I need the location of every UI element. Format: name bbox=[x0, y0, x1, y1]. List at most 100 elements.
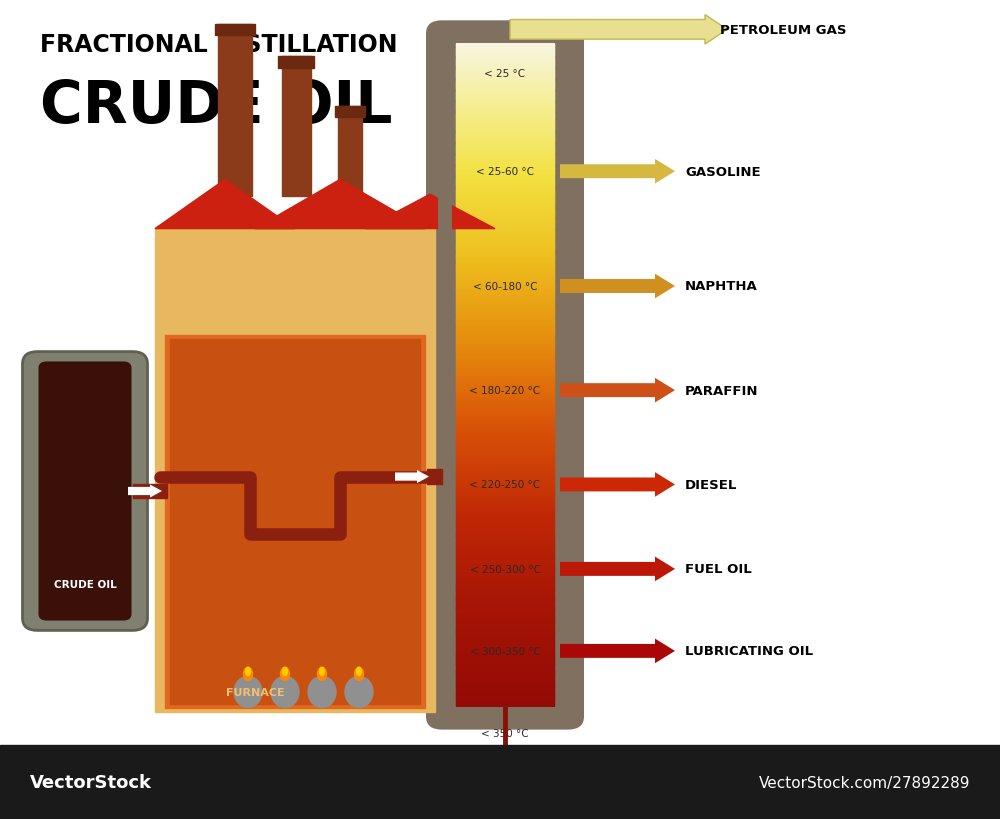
Bar bbox=[456, 152, 554, 156]
Bar bbox=[456, 692, 554, 695]
Bar bbox=[456, 676, 554, 680]
Bar bbox=[456, 546, 554, 550]
Bar bbox=[456, 57, 554, 61]
Text: DIESEL: DIESEL bbox=[685, 478, 737, 491]
Bar bbox=[456, 657, 554, 660]
Bar bbox=[456, 168, 554, 170]
Bar bbox=[456, 489, 554, 492]
Bar bbox=[456, 701, 554, 704]
Bar bbox=[456, 487, 554, 490]
Bar bbox=[456, 687, 554, 690]
Bar bbox=[456, 562, 554, 565]
FancyArrow shape bbox=[560, 274, 675, 299]
Bar bbox=[456, 315, 554, 319]
Bar bbox=[456, 115, 554, 118]
Bar bbox=[456, 154, 554, 157]
Bar bbox=[456, 219, 554, 221]
Bar bbox=[456, 205, 554, 208]
Bar bbox=[456, 511, 554, 514]
Bar bbox=[456, 355, 554, 358]
Bar bbox=[456, 368, 554, 371]
Bar bbox=[456, 600, 554, 603]
Bar bbox=[456, 683, 554, 686]
Bar bbox=[456, 300, 554, 303]
Bar bbox=[338, 106, 362, 213]
Bar bbox=[456, 405, 554, 409]
Bar bbox=[456, 520, 554, 523]
Bar bbox=[170, 340, 420, 704]
Bar bbox=[456, 507, 554, 510]
Bar bbox=[456, 207, 554, 210]
Bar bbox=[456, 667, 554, 671]
Bar bbox=[456, 527, 554, 530]
Bar bbox=[456, 555, 554, 559]
Text: < 250-300 °C: < 250-300 °C bbox=[470, 564, 540, 574]
Text: VectorStock: VectorStock bbox=[30, 773, 152, 791]
FancyArrow shape bbox=[395, 470, 429, 483]
Bar bbox=[456, 198, 554, 201]
Ellipse shape bbox=[280, 667, 290, 681]
Bar bbox=[456, 423, 554, 426]
Bar bbox=[456, 617, 554, 620]
Bar bbox=[456, 382, 554, 384]
Bar bbox=[155, 229, 435, 713]
Bar bbox=[456, 126, 554, 129]
Bar bbox=[456, 192, 554, 195]
Bar bbox=[456, 452, 554, 455]
Bar bbox=[456, 361, 554, 364]
Ellipse shape bbox=[246, 667, 250, 676]
Bar bbox=[0, 745, 1000, 819]
Bar bbox=[456, 344, 554, 347]
Bar bbox=[456, 278, 554, 281]
Bar bbox=[456, 568, 554, 572]
Bar bbox=[456, 75, 554, 78]
Bar bbox=[456, 137, 554, 140]
Bar bbox=[456, 232, 554, 234]
Bar bbox=[456, 505, 554, 508]
Bar bbox=[456, 654, 554, 658]
Bar bbox=[456, 306, 554, 310]
Bar bbox=[456, 481, 554, 483]
Bar bbox=[456, 262, 554, 265]
Bar bbox=[456, 297, 554, 301]
Bar bbox=[456, 104, 554, 106]
Bar bbox=[456, 337, 554, 340]
Bar bbox=[456, 251, 554, 255]
Bar bbox=[456, 364, 554, 367]
Bar bbox=[456, 111, 554, 113]
Bar bbox=[456, 265, 554, 268]
Bar bbox=[456, 342, 554, 345]
Bar bbox=[427, 469, 442, 484]
FancyArrow shape bbox=[128, 485, 162, 498]
Bar bbox=[456, 604, 554, 607]
Bar bbox=[456, 478, 554, 482]
Bar bbox=[456, 117, 554, 120]
Bar bbox=[456, 584, 554, 587]
Bar bbox=[456, 267, 554, 269]
Bar bbox=[456, 326, 554, 329]
Bar bbox=[456, 606, 554, 609]
Bar bbox=[456, 459, 554, 461]
Bar bbox=[456, 421, 554, 424]
Bar bbox=[456, 613, 554, 616]
Bar bbox=[456, 47, 554, 49]
Bar bbox=[456, 374, 554, 378]
Bar bbox=[456, 201, 554, 204]
Bar bbox=[456, 377, 554, 380]
Ellipse shape bbox=[308, 676, 336, 708]
Bar bbox=[456, 214, 554, 217]
Bar bbox=[456, 119, 554, 122]
Bar bbox=[456, 335, 554, 338]
Text: FRACTIONAL DISTILLATION: FRACTIONAL DISTILLATION bbox=[40, 33, 398, 57]
Bar bbox=[456, 663, 554, 667]
Bar bbox=[456, 165, 554, 169]
Bar bbox=[456, 399, 554, 402]
Text: < 25 °C: < 25 °C bbox=[484, 69, 526, 79]
Bar bbox=[456, 425, 554, 428]
Bar bbox=[456, 139, 554, 142]
Bar bbox=[456, 495, 554, 499]
Bar bbox=[456, 597, 554, 600]
Bar bbox=[456, 686, 554, 688]
Bar bbox=[456, 161, 554, 164]
Text: < 180-220 °C: < 180-220 °C bbox=[469, 386, 541, 396]
